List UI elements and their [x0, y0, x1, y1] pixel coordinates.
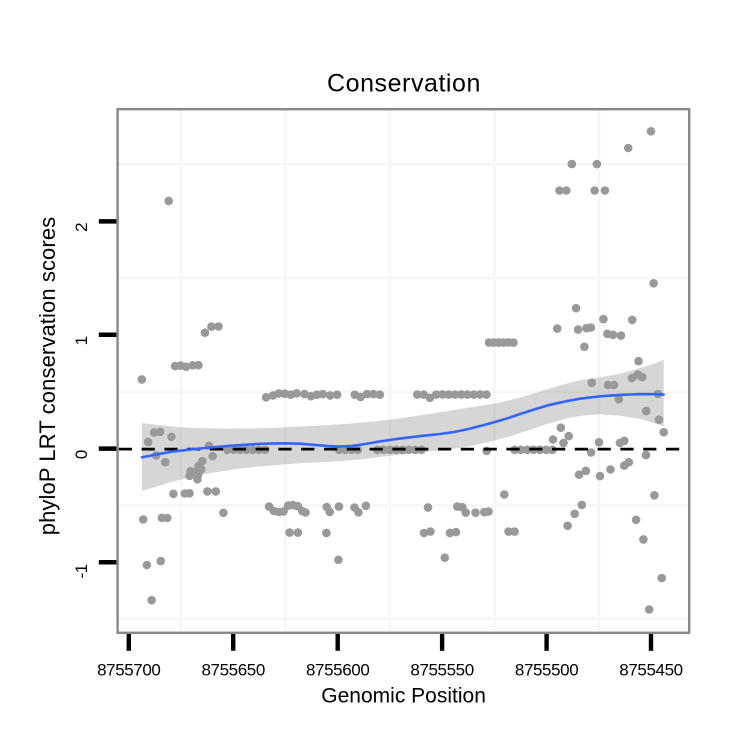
svg-text:-1: -1: [72, 564, 91, 578]
svg-text:8755650: 8755650: [202, 661, 265, 680]
svg-text:8755500: 8755500: [515, 661, 578, 680]
svg-text:Conservation: Conservation: [327, 70, 481, 98]
svg-text:phyloP LRT conservation scores: phyloP LRT conservation scores: [35, 217, 60, 536]
svg-text:8755450: 8755450: [619, 661, 682, 680]
svg-text:2: 2: [72, 223, 91, 232]
svg-text:1: 1: [72, 336, 91, 345]
svg-text:Genomic Position: Genomic Position: [321, 685, 486, 708]
svg-text:8755550: 8755550: [410, 661, 473, 680]
svg-text:0: 0: [72, 450, 91, 459]
svg-text:8755700: 8755700: [97, 661, 160, 680]
svg-text:8755600: 8755600: [306, 661, 369, 680]
